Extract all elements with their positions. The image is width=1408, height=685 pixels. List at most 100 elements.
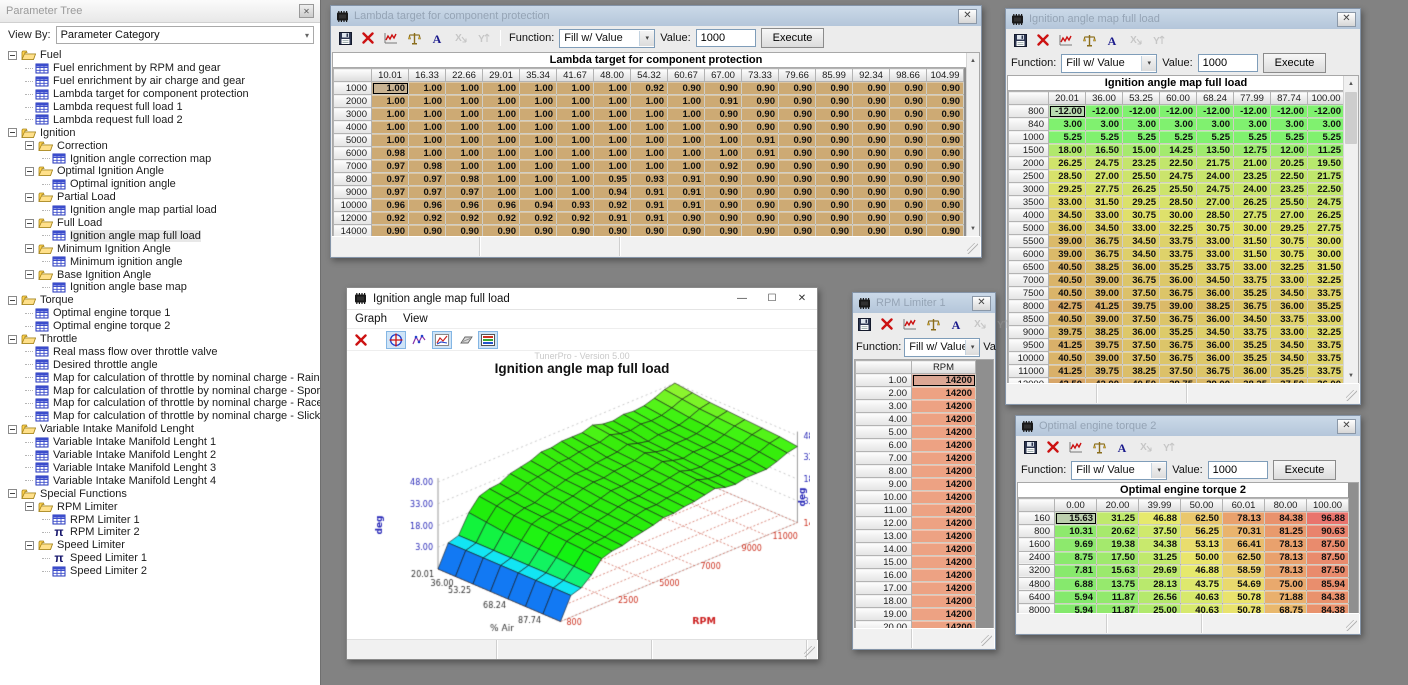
map-cell[interactable]: 21.00 — [1234, 157, 1271, 170]
tree-item[interactable]: πSpeed Limiter 1 — [4, 552, 320, 565]
map-cell[interactable]: 22.50 — [1308, 183, 1345, 196]
map-cell[interactable]: 0.90 — [927, 82, 964, 95]
view-by-dropdown[interactable]: Parameter Category ▾ — [56, 26, 314, 44]
map-cell[interactable]: 1.00 — [446, 147, 483, 160]
tree-item[interactable]: Optimal ignition angle — [4, 178, 320, 191]
map-cell[interactable]: 1.00 — [372, 134, 409, 147]
map-cell[interactable]: 39.00 — [1086, 274, 1123, 287]
map-cell[interactable]: 1.00 — [520, 173, 557, 186]
map-cell[interactable]: 36.75 — [1123, 274, 1160, 287]
function-dropdown[interactable]: Fill w/ Value ▾ — [1061, 54, 1157, 73]
map-cell[interactable]: 0.90 — [890, 160, 927, 173]
map-cell[interactable]: 20.62 — [1097, 525, 1139, 538]
row-header[interactable]: 800 — [1019, 525, 1055, 538]
resize-grip[interactable] — [981, 635, 992, 646]
map-cell[interactable]: 39.75 — [1086, 339, 1123, 352]
map-cell[interactable]: 0.90 — [631, 225, 668, 237]
col-header[interactable]: 20.01 — [1049, 92, 1086, 105]
map-cell[interactable]: 0.91 — [668, 186, 705, 199]
map-cell[interactable]: 56.25 — [1181, 525, 1223, 538]
map-cell[interactable]: 1.00 — [409, 82, 446, 95]
map-cell[interactable]: 34.50 — [1271, 339, 1308, 352]
map-cell[interactable]: 31.50 — [1234, 248, 1271, 261]
map-cell[interactable]: 14200 — [912, 569, 976, 582]
map-cell[interactable]: 3.00 — [1123, 118, 1160, 131]
row-header[interactable]: 3.00 — [856, 400, 912, 413]
map-cell[interactable]: 36.00 — [1197, 352, 1234, 365]
map-cell[interactable]: 29.25 — [1123, 196, 1160, 209]
map-cell[interactable]: 35.25 — [1308, 300, 1345, 313]
value-input[interactable] — [696, 29, 756, 47]
scroll-down-icon[interactable]: ▼ — [967, 221, 979, 236]
row-header[interactable]: 14000 — [334, 225, 372, 237]
map-cell[interactable]: 0.91 — [594, 212, 631, 225]
tree-item[interactable]: Lambda request full load 1 — [4, 101, 320, 114]
close-icon[interactable]: ✕ — [1337, 419, 1356, 434]
map-cell[interactable]: 37.50 — [1123, 287, 1160, 300]
map-cell[interactable]: 43.75 — [1181, 577, 1223, 590]
col-header[interactable]: 60.01 — [1223, 499, 1265, 512]
map-cell[interactable]: 90.63 — [1307, 525, 1349, 538]
map-cell[interactable]: 33.75 — [1308, 365, 1345, 378]
map-cell[interactable]: 33.00 — [1049, 196, 1086, 209]
map-cell[interactable]: 28.13 — [1139, 577, 1181, 590]
row-header[interactable]: 800 — [1009, 105, 1049, 118]
map-cell[interactable]: 0.98 — [409, 160, 446, 173]
tree-item[interactable]: Minimum ignition angle — [4, 255, 320, 268]
map-cell[interactable]: 1.00 — [594, 121, 631, 134]
map-cell[interactable]: 70.31 — [1223, 525, 1265, 538]
close-icon[interactable]: ✕ — [787, 288, 817, 309]
row-header[interactable]: 17.00 — [856, 582, 912, 595]
map-cell[interactable]: 0.90 — [853, 199, 890, 212]
row-header[interactable]: 840 — [1009, 118, 1049, 131]
map-cell[interactable]: 34.50 — [1271, 352, 1308, 365]
row-header[interactable]: 15.00 — [856, 556, 912, 569]
map-cell[interactable]: 78.13 — [1265, 564, 1307, 577]
col-header[interactable]: RPM — [912, 361, 976, 374]
map-cell[interactable]: 0.90 — [890, 199, 927, 212]
col-header[interactable]: 100.00 — [1307, 499, 1349, 512]
tree-item[interactable]: Fuel enrichment by air charge and gear — [4, 75, 320, 88]
map-cell[interactable]: 5.25 — [1160, 131, 1197, 144]
map-cell[interactable]: 40.63 — [1181, 591, 1223, 604]
map-cell[interactable]: 1.00 — [372, 108, 409, 121]
map-cell[interactable]: 27.75 — [1086, 183, 1123, 196]
row-header[interactable]: 6.00 — [856, 439, 912, 452]
map-cell[interactable]: 1.00 — [594, 82, 631, 95]
minimize-icon[interactable]: — — [727, 288, 757, 309]
map-cell[interactable]: 36.00 — [1197, 339, 1234, 352]
tree-item[interactable]: Variable Intake Manifold Lenght 1 — [4, 436, 320, 449]
map-cell[interactable]: 10.31 — [1055, 525, 1097, 538]
map-cell[interactable]: 1.00 — [557, 160, 594, 173]
maximize-icon[interactable]: ☐ — [757, 288, 787, 309]
map-cell[interactable]: 0.91 — [631, 199, 668, 212]
resize-grip[interactable] — [1346, 390, 1357, 401]
map-cell[interactable]: 30.75 — [1271, 235, 1308, 248]
map-cell[interactable]: 58.59 — [1223, 564, 1265, 577]
map-cell[interactable]: 1.00 — [705, 134, 742, 147]
map-cell[interactable]: 39.00 — [1049, 235, 1086, 248]
map-cell[interactable]: 1.00 — [668, 147, 705, 160]
map-cell[interactable]: 14200 — [912, 426, 976, 439]
map-cell[interactable]: 30.75 — [1123, 209, 1160, 222]
map-cell[interactable]: 0.90 — [853, 147, 890, 160]
map-cell[interactable]: 6.88 — [1055, 577, 1097, 590]
tree-item[interactable]: Fuel enrichment by RPM and gear — [4, 62, 320, 75]
map-cell[interactable]: 0.90 — [927, 147, 964, 160]
map-cell[interactable]: 0.90 — [927, 95, 964, 108]
map-cell[interactable]: 0.90 — [853, 82, 890, 95]
window-titlebar[interactable]: Ignition angle map full load — ☐ ✕ — [347, 288, 817, 310]
map-cell[interactable]: 11.25 — [1308, 144, 1345, 157]
map-cell[interactable]: 46.88 — [1139, 512, 1181, 525]
map-cell[interactable]: 0.90 — [705, 121, 742, 134]
map-cell[interactable]: 11.87 — [1097, 604, 1139, 613]
map-cell[interactable]: 0.90 — [853, 212, 890, 225]
value-input[interactable] — [1208, 461, 1268, 479]
map-cell[interactable]: 1.00 — [483, 108, 520, 121]
close-icon[interactable]: ✕ — [299, 4, 314, 18]
scroll-down-icon[interactable]: ▼ — [1344, 368, 1358, 383]
map-cell[interactable]: 81.25 — [1265, 525, 1307, 538]
map-cell[interactable]: 0.90 — [816, 147, 853, 160]
map-cell[interactable]: 21.75 — [1197, 157, 1234, 170]
row-header[interactable]: 11000 — [1009, 365, 1049, 378]
